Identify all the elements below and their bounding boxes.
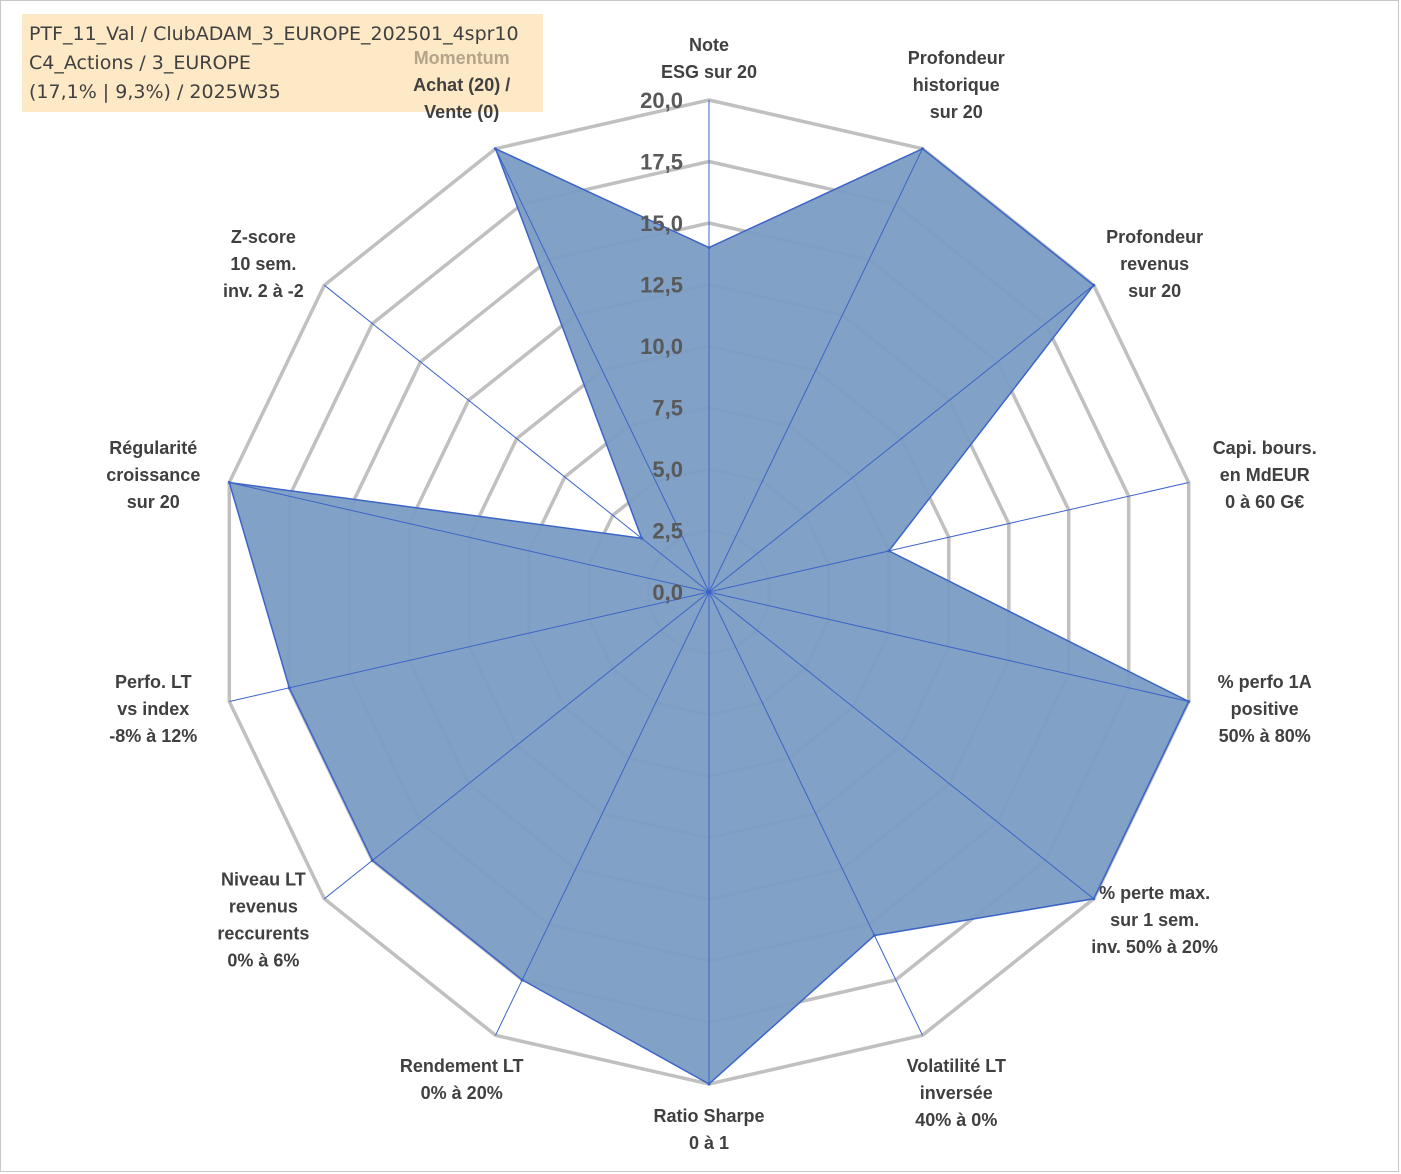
tick-label-7: 17,5 — [640, 150, 683, 175]
axis-label-13-line-0: Momentum — [414, 48, 510, 68]
axis-label-11-line-1: croissance — [106, 465, 200, 485]
axis-label-4-line-0: % perfo 1A — [1218, 672, 1312, 692]
axis-label-10-line-0: Perfo. LT — [115, 672, 192, 692]
tick-label-8: 20,0 — [640, 88, 683, 113]
axis-label-12-line-1: 10 sem. — [230, 254, 296, 274]
axis-spoke-5 — [708, 591, 1095, 900]
axis-label-2-line-0: Profondeur — [1106, 227, 1203, 247]
axis-spoke-2 — [708, 284, 1095, 593]
axis-label-9: Niveau LT revenus reccurents 0% à 6% — [217, 870, 309, 971]
tick-label-5: 12,5 — [640, 273, 683, 298]
axis-label-9-line-2: reccurents — [217, 924, 309, 944]
portfolio-info-line-1: PTF_11_Val / ClubADAM_3_EUROPE_202501_4s… — [29, 23, 519, 45]
axis-label-8-line-1: 0% à 20% — [421, 1083, 503, 1103]
axis-label-9-line-1: revenus — [229, 897, 298, 917]
axis-label-4-line-2: 50% à 80% — [1219, 726, 1311, 746]
axis-label-1-line-2: sur 20 — [930, 102, 983, 122]
axis-label-0-line-0: Note — [689, 35, 729, 55]
axis-label-1-line-1: historique — [913, 75, 1000, 95]
axis-label-10-line-1: vs index — [117, 699, 189, 719]
tick-label-4: 10,0 — [640, 334, 683, 359]
axis-label-5-line-2: inv. 50% à 20% — [1091, 937, 1218, 957]
axis-spoke-9 — [323, 591, 710, 900]
tick-label-0: 0,0 — [652, 580, 683, 605]
axis-label-1: Profondeur historique sur 20 — [908, 48, 1005, 122]
axis-label-3: Capi. bours. en MdEUR 0 à 60 G€ — [1213, 438, 1317, 512]
axis-label-3-line-0: Capi. bours. — [1213, 438, 1317, 458]
axis-label-11-line-0: Régularité — [109, 438, 197, 458]
portfolio-info-box: PTF_11_Val / ClubADAM_3_EUROPE_202501_4s… — [22, 14, 543, 112]
axis-label-6-line-1: inversée — [920, 1083, 993, 1103]
radar-axis-labels: Note ESG sur 20 Profondeur historique sur 20… — [106, 35, 1316, 1153]
radar-spokes — [229, 100, 1189, 1084]
axis-label-7-line-1: 0 à 1 — [689, 1133, 729, 1153]
axis-label-6-line-2: 40% à 0% — [915, 1110, 997, 1130]
axis-label-9-line-0: Niveau LT — [221, 870, 306, 890]
axis-label-12-line-0: Z-score — [231, 227, 296, 247]
axis-spoke-1 — [708, 148, 923, 593]
portfolio-info-line-2: C4_Actions / 3_EUROPE — [29, 52, 251, 74]
axis-label-2: Profondeur revenus sur 20 — [1106, 227, 1203, 301]
axis-label-0: Note ESG sur 20 — [661, 35, 757, 82]
axis-label-12: Z-score 10 sem. inv. 2 à -2 — [223, 227, 304, 301]
axis-label-5: % perte max. sur 1 sem. inv. 50% à 20% — [1091, 883, 1218, 957]
axis-label-10: Perfo. LT vs index -8% à 12% — [109, 672, 197, 746]
axis-label-13: Momentum Achat (20) / Vente (0) — [413, 48, 510, 122]
axis-label-3-line-1: en MdEUR — [1220, 465, 1310, 485]
axis-spoke-4 — [708, 591, 1189, 702]
axis-label-4-line-1: positive — [1231, 699, 1299, 719]
axis-label-8-line-0: Rendement LT — [400, 1056, 524, 1076]
axis-label-1-line-0: Profondeur — [908, 48, 1005, 68]
axis-label-4: % perfo 1A positive 50% à 80% — [1218, 672, 1312, 746]
axis-spoke-6 — [708, 591, 923, 1036]
portfolio-info-line-3: (17,1% | 9,3%) / 2025W35 — [29, 81, 281, 103]
axis-label-2-line-1: revenus — [1120, 254, 1189, 274]
axis-spoke-8 — [495, 591, 710, 1036]
axis-spoke-13 — [495, 148, 710, 593]
axis-spoke-3 — [708, 482, 1189, 593]
axis-label-13-line-2: Vente (0) — [424, 102, 499, 122]
axis-label-11-line-2: sur 20 — [127, 492, 180, 512]
axis-spoke-12 — [323, 284, 710, 593]
axis-label-7-line-0: Ratio Sharpe — [653, 1106, 764, 1126]
axis-label-2-line-2: sur 20 — [1128, 281, 1181, 301]
axis-label-8: Rendement LT 0% à 20% — [400, 1056, 524, 1103]
tick-label-1: 2,5 — [652, 519, 683, 544]
axis-label-12-line-2: inv. 2 à -2 — [223, 281, 304, 301]
axis-label-11: Régularité croissance sur 20 — [106, 438, 200, 512]
axis-label-0-line-1: ESG sur 20 — [661, 62, 757, 82]
axis-label-7: Ratio Sharpe 0 à 1 — [653, 1106, 764, 1153]
tick-label-6: 15,0 — [640, 211, 683, 236]
axis-label-13-line-1: Achat (20) / — [413, 75, 510, 95]
axis-label-9-line-3: 0% à 6% — [227, 951, 299, 971]
axis-label-5-line-1: sur 1 sem. — [1110, 910, 1199, 930]
axis-label-3-line-2: 0 à 60 G€ — [1225, 492, 1304, 512]
tick-label-3: 7,5 — [652, 396, 683, 421]
axis-spoke-10 — [229, 591, 710, 702]
axis-spoke-11 — [229, 482, 710, 593]
axis-label-10-line-2: -8% à 12% — [109, 726, 197, 746]
axis-label-5-line-0: % perte max. — [1099, 883, 1210, 903]
axis-label-6-line-0: Volatilité LT — [907, 1056, 1006, 1076]
axis-label-6: Volatilité LT inversée 40% à 0% — [907, 1056, 1006, 1130]
radar-tick-labels: 0,0 2,5 5,0 7,5 10,0 12,5 15,0 17,5 20,0 — [640, 88, 683, 605]
tick-label-2: 5,0 — [652, 457, 683, 482]
